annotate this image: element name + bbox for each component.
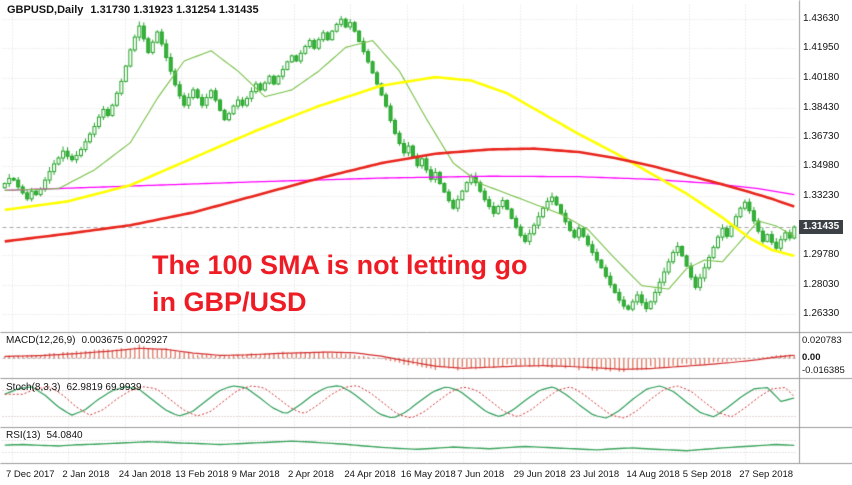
time-axis-label: 13 Feb 2018 (175, 469, 229, 480)
stoch-values: 62.9819 69.9939 (66, 382, 142, 393)
time-axis-label: 27 Sep 2018 (739, 469, 794, 480)
time-axis-label: 9 Mar 2018 (231, 469, 280, 480)
price-tick-label: 1.29780 (803, 248, 840, 260)
price-tick-label: 1.26330 (803, 307, 840, 319)
price-tick-label: 1.41950 (803, 41, 840, 53)
time-axis-label: 16 May 2018 (400, 469, 456, 480)
annotation-line1: The 100 SMA is not letting go (152, 250, 528, 280)
macd-scale-zero: 0.00 (802, 351, 821, 363)
symbol-period-label: GBPUSD,Daily (7, 4, 84, 16)
time-axis-label: 5 Sep 2018 (682, 469, 732, 480)
macd-indicator-label: MACD(12,26,9) 0.003675 0.002927 (6, 335, 168, 346)
time-axis-label: 29 Jun 2018 (513, 469, 566, 480)
ohlc-readout: 1.31730 1.31923 1.31254 1.31435 (90, 4, 259, 16)
time-axis-label: 24 Apr 2018 (344, 469, 396, 480)
time-axis-label: 14 Aug 2018 (626, 469, 680, 480)
annotation-line2: in GBP/USD (152, 287, 307, 317)
price-tick-label: 1.36730 (803, 130, 840, 142)
macd-scale-max: 0.020783 (802, 335, 842, 346)
macd-scale-min: -0.016385 (802, 365, 845, 376)
price-tick-label: 1.28030 (803, 278, 840, 290)
stoch-indicator-label: Stoch(8,3,3) 62.9819 69.9939 (6, 382, 142, 393)
macd-name: MACD(12,26,9) (6, 335, 76, 346)
time-axis-label: 24 Jan 2018 (118, 469, 172, 480)
price-tick-label: 1.38430 (803, 101, 840, 113)
macd-values: 0.003675 0.002927 (81, 335, 168, 346)
rsi-indicator-label: RSI(13) 54.0840 (6, 430, 83, 441)
time-axis-label: 2 Jan 2018 (62, 469, 110, 480)
rsi-name: RSI(13) (6, 430, 41, 441)
price-tick-label: 1.34980 (803, 160, 840, 172)
rsi-values: 54.0840 (46, 430, 83, 441)
time-axis-label: 7 Dec 2017 (6, 469, 55, 480)
price-tick-label: 1.40180 (803, 71, 840, 83)
current-price-badge: 1.31435 (799, 219, 844, 234)
stoch-name: Stoch(8,3,3) (6, 382, 61, 393)
price-tick-label: 1.33230 (803, 190, 840, 202)
chart-annotation: The 100 SMA is not letting go in GBP/USD (152, 247, 528, 321)
time-axis-label: 2 Apr 2018 (288, 469, 334, 480)
price-tick-label: 1.43630 (803, 13, 840, 25)
chart-header: GBPUSD,Daily 1.31730 1.31923 1.31254 1.31… (7, 4, 259, 16)
time-axis-label: 23 Jul 2018 (570, 469, 620, 480)
time-axis-label: 7 Jun 2018 (457, 469, 505, 480)
